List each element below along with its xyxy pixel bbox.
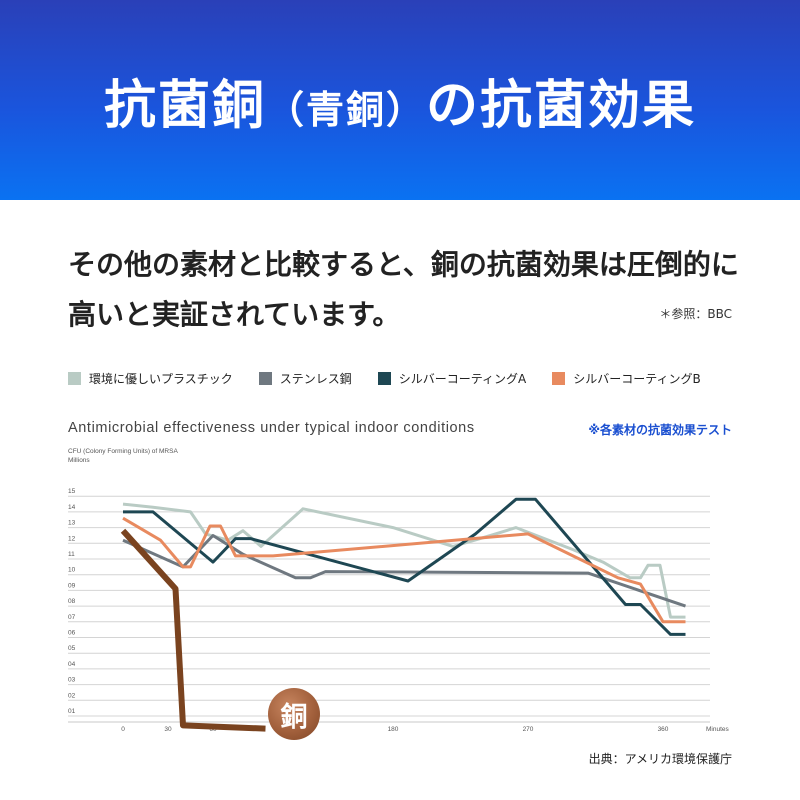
y-tick-label: 03 (68, 677, 76, 684)
banner-title-rest: の抗菌効果 (426, 75, 697, 136)
legend-item-plastic: 環境に優しいプラスチック (68, 370, 233, 387)
legend-swatch-silver-b (552, 371, 566, 385)
y-axis-label: CFU (Colony Forming Units) of MRSA Milli… (68, 447, 178, 465)
x-tick-label: 270 (523, 726, 534, 733)
source-note: 出典：アメリカ環境保護庁 (588, 752, 732, 766)
y-tick-label: 15 (68, 488, 76, 495)
y-tick-label: 02 (68, 692, 76, 699)
intro-line-2: 高いと実証されています。 (68, 298, 401, 331)
legend-swatch-stainless (258, 371, 272, 385)
y-axis-label-line-1: CFU (Colony Forming Units) of MRSA (68, 448, 178, 455)
x-tick-label: 30 (164, 726, 172, 733)
series-line-0 (122, 502, 686, 619)
test-note: ※各素材の抗菌効果テスト (588, 423, 732, 437)
banner-paren-word: 青銅 (305, 87, 386, 132)
legend-label-plastic: 環境に優しいプラスチック (89, 371, 233, 386)
y-tick-label: 05 (68, 645, 76, 652)
chart-legend: 環境に優しいプラスチック ステンレス鋼 シルバーコーティングA シルバーコーティ… (68, 368, 701, 388)
legend-swatch-silver-a (377, 371, 391, 385)
intro-text: その他の素材と比較すると、銅の抗菌効果は圧倒的に 高いと実証されています。 (68, 240, 748, 340)
y-tick-label: 08 (68, 598, 76, 605)
legend-swatch-plastic (68, 371, 81, 385)
legend-label-stainless: ステンレス鋼 (279, 371, 352, 386)
y-tick-label: 10 (68, 567, 76, 574)
series-line-3 (122, 516, 686, 624)
banner-paren-close: ） (386, 87, 427, 132)
legend-label-silver-b: シルバーコーティングB (573, 371, 701, 386)
x-axis-label: Minutes (706, 726, 730, 733)
reference-note: ＊参照：BBC (659, 307, 732, 321)
series-line-4 (120, 528, 266, 732)
intro-line-1: その他の素材と比較すると、銅の抗菌効果は圧倒的に (68, 248, 739, 281)
title-banner: 抗菌銅（青銅）の抗菌効果 (0, 0, 800, 200)
series-line-1 (122, 534, 686, 608)
x-tick-label: 360 (658, 726, 669, 733)
y-tick-label: 13 (68, 520, 76, 527)
y-tick-label: 12 (68, 535, 76, 542)
legend-item-silver-a: シルバーコーティングA (377, 370, 527, 387)
y-tick-label: 09 (68, 582, 76, 589)
x-tick-label: 0 (121, 726, 125, 733)
banner-paren-open: （ (265, 87, 306, 132)
x-tick-label: 180 (388, 726, 399, 733)
series-line-2 (123, 497, 686, 636)
y-tick-label: 06 (68, 630, 76, 637)
legend-item-silver-b: シルバーコーティングB (552, 370, 701, 387)
copper-badge: 銅 (268, 688, 320, 740)
y-axis-label-line-2: Millions (68, 457, 90, 464)
y-tick-label: 11 (68, 551, 75, 558)
legend-label-silver-a: シルバーコーティングA (398, 371, 527, 386)
banner-title: 抗菌銅（青銅）の抗菌効果 (104, 63, 696, 138)
y-tick-label: 07 (68, 614, 76, 621)
chart-title: Antimicrobial effectiveness under typica… (68, 420, 475, 436)
y-tick-label: 04 (68, 661, 76, 668)
banner-title-main: 抗菌銅 (103, 75, 266, 136)
y-tick-label: 14 (68, 504, 76, 511)
y-tick-label: 01 (68, 708, 76, 715)
legend-item-stainless: ステンレス鋼 (258, 370, 352, 387)
